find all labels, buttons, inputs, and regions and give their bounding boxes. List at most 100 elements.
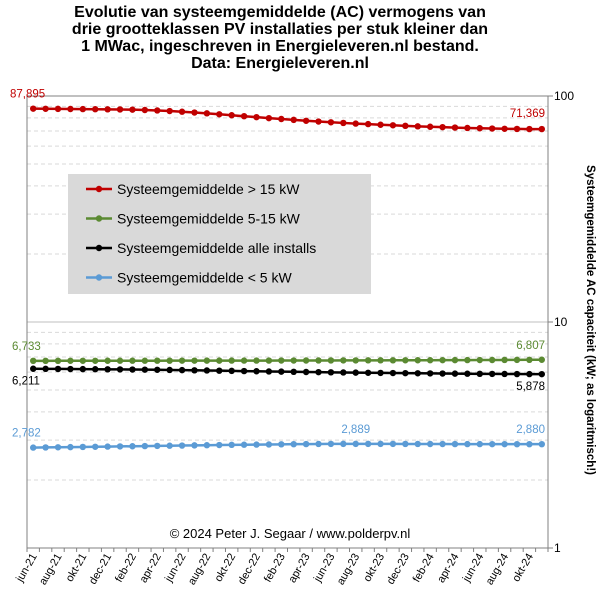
data-point <box>129 106 136 113</box>
x-tick-label: dec-23 <box>385 552 412 587</box>
x-tick-label: dec-22 <box>236 552 263 587</box>
x-tick-label: okt-24 <box>510 552 536 584</box>
data-point <box>154 357 161 364</box>
data-point <box>488 356 496 364</box>
data-point <box>414 440 421 448</box>
x-tick-label: aug-21 <box>37 552 65 588</box>
data-point <box>476 125 483 132</box>
legend-item: Systeemgemiddelde > 15 kW <box>86 181 300 197</box>
data-point <box>67 105 74 113</box>
data-point <box>216 357 223 364</box>
data-point <box>92 357 99 364</box>
data-point <box>79 357 87 364</box>
data-point <box>129 366 136 373</box>
data-point <box>290 440 297 448</box>
data-point <box>92 443 99 450</box>
x-tick-label: okt-23 <box>361 552 387 584</box>
data-point <box>67 357 74 364</box>
data-point <box>501 356 508 364</box>
legend-marker <box>95 185 103 193</box>
data-point <box>364 440 372 448</box>
data-point <box>228 441 235 449</box>
data-point <box>154 442 161 450</box>
data-point <box>501 370 508 378</box>
data-point <box>315 118 322 125</box>
data-point <box>538 440 545 448</box>
data-point <box>340 119 347 127</box>
data-point <box>389 357 397 364</box>
data-point <box>302 368 310 376</box>
data-point <box>526 440 533 448</box>
data-point <box>526 125 533 133</box>
data-point <box>42 444 49 451</box>
data-point <box>30 105 37 112</box>
data-point <box>426 440 434 448</box>
data-point <box>451 124 459 131</box>
data-point <box>203 367 211 374</box>
data-point <box>54 365 62 373</box>
data-point <box>141 442 149 450</box>
data-point <box>290 116 297 124</box>
data-point <box>389 440 397 448</box>
y-tick-label: 10 <box>554 315 568 329</box>
data-point <box>364 369 372 376</box>
legend-marker <box>95 274 103 281</box>
data-point <box>414 357 421 364</box>
data-point <box>426 357 434 364</box>
data-point <box>265 441 273 448</box>
data-point <box>228 357 235 364</box>
data-point <box>79 443 87 451</box>
data-point <box>526 356 533 364</box>
data-point <box>302 117 310 124</box>
data-point <box>538 356 545 363</box>
data-point <box>439 123 446 131</box>
data-point <box>129 443 136 450</box>
legend-label: Systeemgemiddelde alle installs <box>117 240 316 256</box>
chart-title-line: Data: Energieleveren.nl <box>191 55 369 72</box>
x-tick-label: dec-21 <box>87 552 114 587</box>
data-point <box>67 365 74 373</box>
data-point <box>116 443 124 450</box>
data-point <box>352 440 359 448</box>
y-axis-label: Systeemgemiddelde AC capaciteit (kW; as … <box>584 165 596 475</box>
data-point <box>402 440 409 448</box>
data-point <box>178 442 186 449</box>
data-point <box>290 357 297 364</box>
data-label: 5,878 <box>516 381 545 393</box>
data-point <box>141 357 149 364</box>
data-point <box>30 444 37 451</box>
data-point <box>240 441 248 448</box>
data-point <box>439 356 446 364</box>
data-point <box>92 366 99 373</box>
x-tick-label: jun-22 <box>162 552 188 585</box>
legend-item: Systeemgemiddelde < 5 kW <box>86 270 292 286</box>
x-tick-label: jun-24 <box>460 552 486 585</box>
data-point <box>402 369 409 377</box>
data-point <box>116 357 124 364</box>
legend-label: Systeemgemiddelde > 15 kW <box>117 181 300 197</box>
data-point <box>178 366 186 374</box>
data-point <box>253 441 260 448</box>
data-point <box>488 370 496 378</box>
y-axis: 1 10 100 <box>548 89 574 555</box>
data-point <box>352 369 359 376</box>
data-point <box>141 106 149 114</box>
data-point <box>476 440 483 448</box>
data-label: 2,782 <box>12 428 41 440</box>
data-point <box>340 440 347 448</box>
data-point <box>538 125 545 133</box>
series-line <box>30 105 545 133</box>
data-point <box>240 112 248 120</box>
data-point <box>203 110 211 117</box>
data-point <box>141 366 149 373</box>
legend-marker <box>95 244 103 252</box>
legend-item: Systeemgemiddelde alle installs <box>86 240 316 256</box>
legend-label: Systeemgemiddelde < 5 kW <box>117 270 292 286</box>
chart-title-line: Evolutie van systeemgemiddelde (AC) verm… <box>74 4 486 21</box>
series-line <box>30 365 545 378</box>
data-labels: 87,895 71,369 6,733 6,807 6,211 5,878 2,782 2,8… <box>10 89 545 440</box>
data-point <box>501 125 508 132</box>
data-point <box>129 357 136 364</box>
data-point <box>116 106 124 113</box>
